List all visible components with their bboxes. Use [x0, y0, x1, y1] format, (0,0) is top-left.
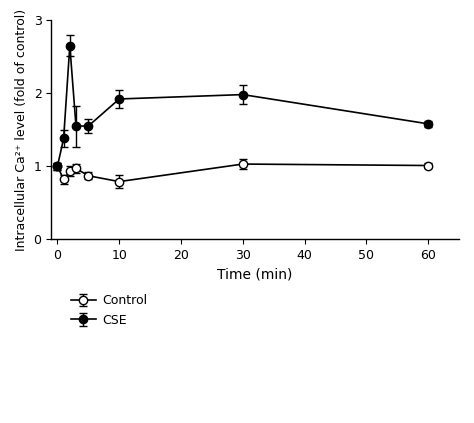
X-axis label: Time (min): Time (min) [218, 268, 293, 282]
Legend: Control, CSE: Control, CSE [66, 289, 152, 332]
Y-axis label: Intracellular Ca²⁺ level (fold of control): Intracellular Ca²⁺ level (fold of contro… [15, 8, 28, 251]
